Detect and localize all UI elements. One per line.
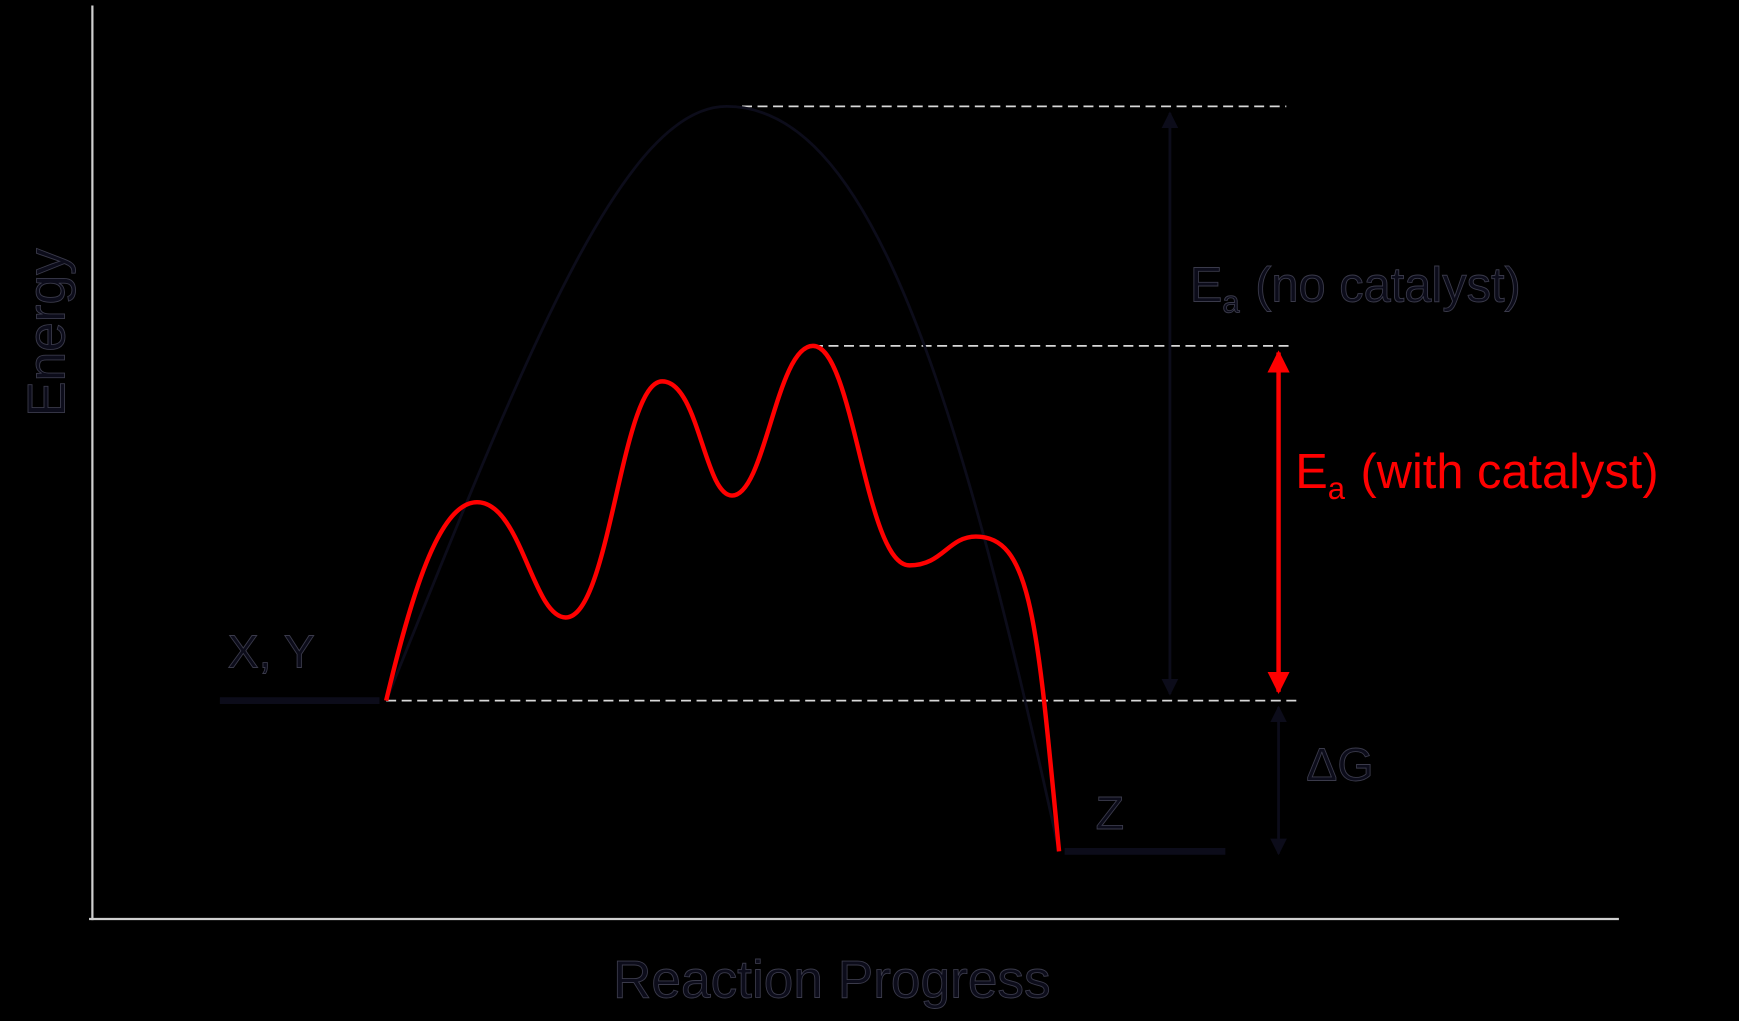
reference-lines: [386, 105, 1298, 702]
reactants-label: X, Y: [228, 625, 315, 677]
x-axis-label: Reaction Progress: [613, 951, 1051, 1010]
delta-g-label: ΔG: [1306, 738, 1373, 790]
uncatalyzed-curve: [384, 105, 1061, 852]
ea-text: (no catalyst): [1255, 259, 1521, 313]
ea-no-catalyst-label: Ea (no catalyst): [1190, 259, 1521, 320]
ea-subscript: a: [1328, 471, 1346, 506]
ea-text: (with catalyst): [1361, 445, 1659, 499]
ea-symbol: E: [1295, 445, 1328, 499]
ea-subscript: a: [1222, 285, 1240, 320]
product-label: Z: [1096, 787, 1124, 839]
ea-symbol: E: [1190, 259, 1223, 313]
y-axis-label: Energy: [18, 248, 77, 417]
catalyzed-curve: [384, 343, 1062, 852]
ea-with-catalyst-label: Ea (with catalyst): [1295, 445, 1658, 506]
